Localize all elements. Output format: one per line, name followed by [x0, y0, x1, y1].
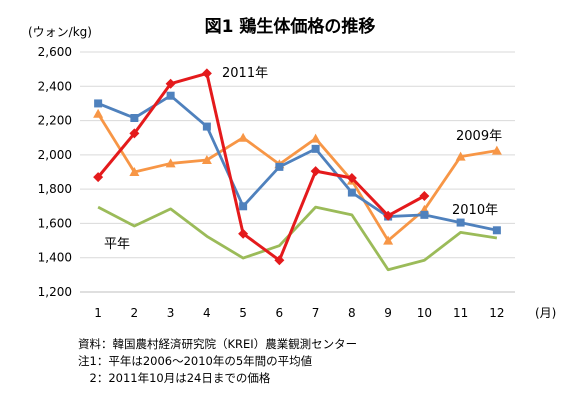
x-tick-label-5: 5	[239, 306, 247, 320]
data-point-s1-m2	[129, 167, 140, 176]
x-tick-label-11: 11	[453, 306, 468, 320]
notes: 資料：韓国農村経済研究院（KREI）農業観測センター 注1：平年は2006～20…	[78, 336, 357, 387]
data-point-s2-m4	[202, 122, 211, 131]
data-point-s2-m2	[130, 114, 139, 122]
y-tick-label-1600: 1,600	[38, 216, 72, 230]
y-axis-unit: (ウォン/kg)	[28, 25, 92, 39]
data-point-s2-m8	[347, 188, 356, 197]
series-line-0	[97, 205, 498, 272]
data-point-s3-m3	[165, 78, 176, 89]
data-point-s3-m9	[383, 210, 394, 221]
y-tick-label-2200: 2,200	[38, 114, 72, 128]
x-tick-label-4: 4	[203, 306, 211, 320]
data-point-s2-m3	[166, 91, 175, 100]
data-point-s3-m1	[93, 172, 104, 183]
data-point-s3-m2	[129, 128, 140, 139]
data-point-s2-m5	[239, 202, 248, 211]
series-line-2	[97, 94, 498, 232]
series-label-1: 2009年	[456, 129, 502, 144]
data-point-s1-m7	[310, 133, 321, 143]
footnote-2: 2：2011年10月は24日までの価格	[78, 371, 271, 385]
x-tick-label-1: 1	[94, 306, 102, 320]
x-tick-label-6: 6	[276, 306, 284, 320]
series-group	[93, 68, 502, 272]
data-point-s1-m12	[491, 145, 502, 155]
line-chart: 図1 鶏生体価格の推移 (ウォン/kg) (月) 1,200 1,400 1,600…	[28, 16, 556, 320]
footnote-1: 注1：平年は2006～2010年の5年間の平均値	[78, 354, 313, 368]
x-tick-label-10: 10	[417, 306, 432, 320]
y-tick-label-1800: 1,800	[38, 182, 72, 196]
series-labels: 平年 2009年 2010年 2011年	[104, 66, 502, 252]
series-label-2: 2010年	[452, 203, 498, 218]
data-point-s3-m7	[310, 166, 321, 177]
x-tick-label-8: 8	[348, 306, 356, 320]
y-tick-label-2400: 2,400	[38, 79, 72, 93]
data-point-s1-m1	[93, 108, 104, 118]
data-point-s1-m9	[383, 235, 394, 245]
x-tick-label-3: 3	[167, 306, 175, 320]
data-point-s2-m11	[456, 218, 465, 227]
data-point-s2-m6	[275, 162, 284, 171]
data-point-s1-m3	[165, 158, 176, 168]
series-line-3	[96, 71, 426, 262]
data-point-s1-m5	[238, 132, 249, 142]
x-tick-label-9: 9	[384, 306, 392, 320]
x-axis-unit: (月)	[535, 306, 556, 320]
data-point-s2-m10	[420, 210, 429, 219]
data-point-s3-m6	[274, 255, 285, 266]
data-point-s3-m10	[419, 191, 430, 201]
y-tick-label-1400: 1,400	[38, 251, 72, 265]
series-label-0: 平年	[104, 237, 130, 252]
data-point-s3-m5	[238, 228, 249, 239]
source-note: 資料：韓国農村経済研究院（KREI）農業観測センター	[78, 337, 358, 351]
y-tick-label-2600: 2,600	[38, 45, 72, 59]
y-tick-label-1200: 1,200	[38, 285, 72, 299]
data-point-s2-m1	[94, 99, 103, 108]
data-point-s3-m4	[201, 68, 212, 79]
series-label-3: 2011年	[222, 66, 268, 81]
axes: 1,200 1,400 1,600 1,800 2,000 2,200 2,400 2,600…	[38, 45, 505, 320]
data-point-s1-m11	[455, 151, 466, 161]
data-point-s3-m8	[346, 173, 357, 183]
data-point-s2-m12	[492, 226, 501, 235]
x-tick-label-2: 2	[131, 306, 139, 320]
chart-title: 図1 鶏生体価格の推移	[205, 16, 376, 37]
data-point-s2-m7	[311, 144, 320, 153]
data-point-s1-m4	[201, 155, 212, 164]
grid	[80, 51, 515, 293]
x-tick-label-12: 12	[489, 306, 504, 320]
series-line-1	[96, 112, 498, 242]
y-tick-label-2000: 2,000	[38, 148, 72, 162]
x-tick-label-7: 7	[312, 306, 320, 320]
